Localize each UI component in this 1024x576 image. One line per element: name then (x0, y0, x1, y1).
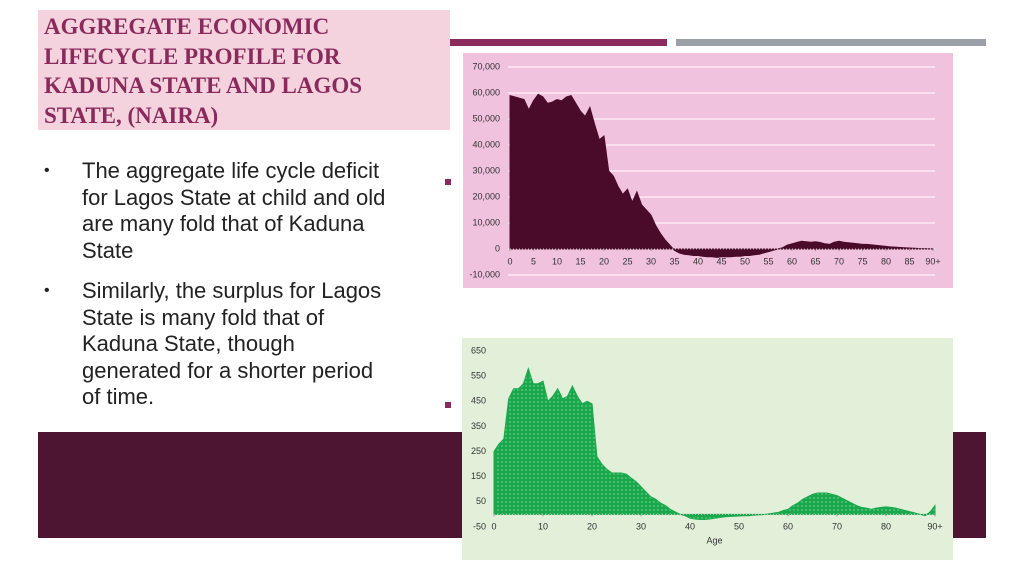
x-tick-label: 50 (734, 521, 744, 531)
y-tick-label: 20,000 (472, 191, 500, 201)
y-tick-label: 60,000 (472, 87, 500, 97)
x-tick-label: 80 (881, 256, 891, 266)
x-tick-label: 35 (669, 256, 679, 266)
x-tick-label: 10 (538, 521, 548, 531)
x-tick-label: 20 (599, 256, 609, 266)
x-tick-label: 5 (531, 256, 536, 266)
y-tick-label: 550 (471, 371, 486, 381)
y-tick-label: 350 (471, 421, 486, 431)
x-tick-label: 75 (857, 256, 867, 266)
y-tick-label: -50 (473, 521, 486, 531)
x-tick-label: 50 (740, 256, 750, 266)
y-tick-label: 10,000 (472, 217, 500, 227)
x-tick-label: 30 (636, 521, 646, 531)
x-tick-label: 0 (507, 256, 512, 266)
x-tick-label: 10 (552, 256, 562, 266)
title-line: STATE, (NAIRA) (44, 102, 219, 128)
x-tick-label: 60 (787, 256, 797, 266)
x-tick-label: 40 (685, 521, 695, 531)
x-tick-label: 15 (575, 256, 585, 266)
y-tick-label: 150 (471, 471, 486, 481)
slide-title: AGGREGATE ECONOMIC LIFECYCLE PROFILE FOR… (38, 10, 450, 130)
x-tick-label: 85 (904, 256, 914, 266)
bullet: The aggregate life cycle deficit for Lag… (42, 158, 392, 264)
area (509, 93, 934, 258)
x-tick-label: 20 (587, 521, 597, 531)
y-tick-label: 30,000 (472, 165, 500, 175)
y-tick-label: -10,000 (469, 269, 500, 279)
x-tick-label: 70 (834, 256, 844, 266)
x-tick-label: 80 (881, 521, 891, 531)
marker (445, 179, 451, 185)
x-tick-label: 90+ (925, 256, 940, 266)
x-tick-label: 60 (783, 521, 793, 531)
x-tick-label: 25 (622, 256, 632, 266)
x-tick-label: 45 (716, 256, 726, 266)
marker (445, 402, 451, 408)
y-tick-label: 70,000 (472, 61, 500, 71)
y-tick-label: 450 (471, 396, 486, 406)
x-tick-label: 55 (763, 256, 773, 266)
bullet: Similarly, the surplus for Lagos State i… (42, 278, 392, 411)
x-tick-label: 65 (810, 256, 820, 266)
x-tick-label: 0 (491, 521, 496, 531)
x-axis-label: Age (706, 535, 722, 545)
title-line: KADUNA STATE AND LAGOS (44, 73, 363, 98)
y-tick-label: 250 (471, 446, 486, 456)
y-tick-label: 50,000 (472, 113, 500, 123)
y-tick-label: 650 (471, 345, 486, 355)
x-tick-label: 30 (646, 256, 656, 266)
accent-bar (676, 39, 986, 46)
y-tick-label: 0 (495, 243, 500, 253)
y-tick-label: 40,000 (472, 139, 500, 149)
x-tick-label: 90+ (927, 521, 942, 531)
title-line: LIFECYCLE PROFILE FOR (44, 43, 341, 69)
x-tick-label: 40 (693, 256, 703, 266)
accent-bar (450, 39, 667, 46)
y-tick-label: 50 (476, 496, 486, 506)
title-line: AGGREGATE ECONOMIC (44, 14, 330, 39)
area (493, 366, 936, 520)
x-tick-label: 70 (832, 521, 842, 531)
bullet-list: The aggregate life cycle deficit for Lag… (42, 158, 392, 425)
